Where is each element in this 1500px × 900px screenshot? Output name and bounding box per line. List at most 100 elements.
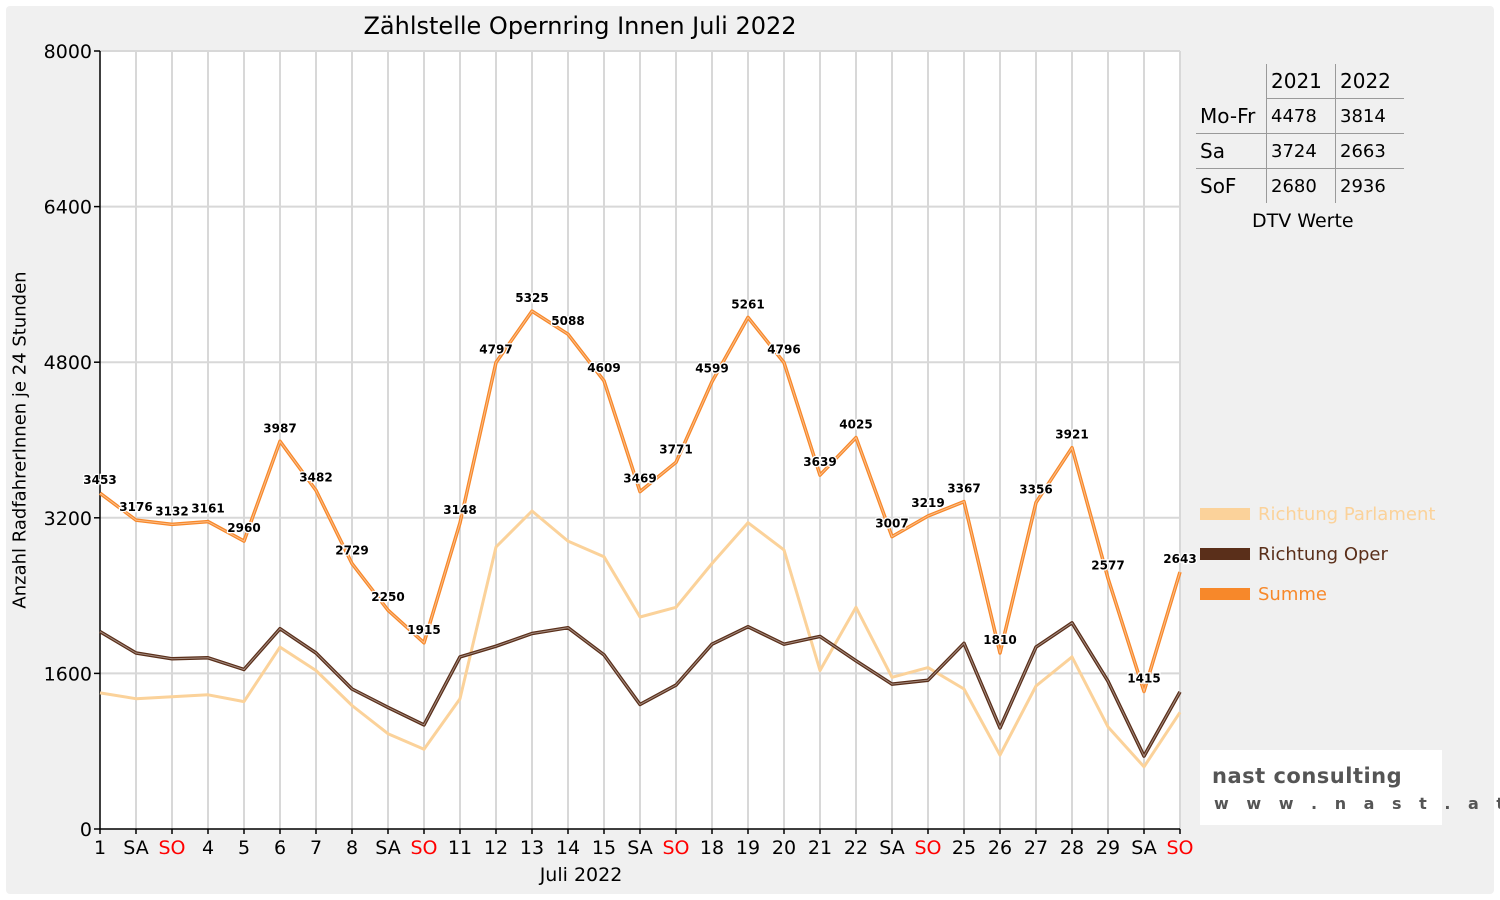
- x-tick-label: SO: [1166, 837, 1193, 859]
- legend-swatch: [1200, 508, 1250, 520]
- x-tick-label: 13: [520, 837, 544, 859]
- series-line-richtung-oper-highlight: [99, 622, 1181, 758]
- y-tick-label: 0: [80, 819, 92, 841]
- data-label: 3176: [119, 500, 152, 514]
- data-label: 5261: [731, 297, 764, 311]
- legend-label: Richtung Parlament: [1258, 503, 1436, 525]
- logo-name: nast consulting: [1212, 764, 1403, 788]
- x-tick-label: 4: [202, 837, 214, 859]
- legend-label: Summe: [1258, 583, 1327, 605]
- chart-title: Zählstelle Opernring Innen Juli 2022: [363, 12, 797, 40]
- data-label: 3007: [875, 517, 908, 531]
- data-label: 4609: [587, 361, 620, 375]
- y-tick-label: 3200: [44, 508, 92, 530]
- dtv-cell: 3814: [1335, 98, 1404, 134]
- data-label: 4025: [839, 418, 872, 432]
- legend-swatch: [1200, 588, 1250, 600]
- y-tick-label: 8000: [44, 41, 92, 63]
- data-label: 3639: [803, 455, 836, 469]
- dtv-col-2022: 2022: [1335, 64, 1404, 99]
- y-tick-label: 6400: [44, 197, 92, 219]
- dtv-cell: 4478: [1266, 98, 1336, 134]
- data-label: 3132: [155, 504, 188, 518]
- data-label: 3367: [947, 482, 980, 496]
- x-tick-label: 21: [808, 837, 832, 859]
- data-label: 1415: [1127, 671, 1160, 685]
- dtv-row-label: Sa: [1196, 133, 1267, 169]
- y-tick-label: 1600: [44, 663, 92, 685]
- series-line-richtung-oper: [99, 621, 1182, 758]
- dtv-caption: DTV Werte: [1252, 210, 1354, 232]
- x-tick-label: 19: [736, 837, 760, 859]
- x-tick-label: 29: [1096, 837, 1120, 859]
- x-tick-label: 20: [772, 837, 796, 859]
- x-tick-label: 27: [1024, 837, 1048, 859]
- dtv-corner: [1196, 64, 1267, 99]
- data-label: 1810: [983, 633, 1016, 647]
- x-tick-label: 6: [274, 837, 286, 859]
- x-tick-label: SO: [662, 837, 689, 859]
- x-tick-label: 15: [592, 837, 616, 859]
- dtv-cell: 3724: [1266, 133, 1336, 169]
- data-label: 3482: [299, 470, 332, 484]
- series-line-summe-highlight: [99, 310, 1181, 694]
- dtv-cell: 2680: [1266, 168, 1336, 203]
- data-label: 1915: [407, 623, 440, 637]
- data-label: 5325: [515, 291, 548, 305]
- x-tick-label: SA: [375, 837, 400, 859]
- legend-label: Richtung Oper: [1258, 543, 1388, 565]
- x-tick-label: SA: [879, 837, 904, 859]
- x-tick-label: 18: [700, 837, 724, 859]
- data-label: 2250: [371, 590, 404, 604]
- legend-item-oper: Richtung Oper: [1200, 534, 1435, 574]
- data-label: 4796: [767, 343, 800, 357]
- dtv-cell: 2936: [1335, 168, 1404, 203]
- logo-url: w w w . n a s t . a t: [1214, 794, 1500, 813]
- x-tick-label: SO: [158, 837, 185, 859]
- data-label: 2729: [335, 544, 368, 558]
- x-tick-label: SA: [123, 837, 148, 859]
- data-label: 3219: [911, 496, 944, 510]
- dtv-col-2021: 2021: [1266, 64, 1336, 99]
- series-line-summe: [98, 309, 1182, 694]
- x-tick-label: 1: [94, 837, 106, 859]
- x-tick-label: 7: [310, 837, 322, 859]
- data-label: 5088: [551, 314, 584, 328]
- data-label: 2960: [227, 521, 260, 535]
- dtv-cell: 2663: [1335, 133, 1404, 169]
- x-tick-label: SA: [1131, 837, 1156, 859]
- x-tick-label: 11: [448, 837, 472, 859]
- company-logo: nast consulting w w w . n a s t . a t: [1200, 750, 1500, 825]
- series-line-richtung-parlament: [99, 509, 1182, 769]
- data-label: 3987: [263, 421, 296, 435]
- x-tick-label: SA: [627, 837, 652, 859]
- legend: Richtung Parlament Richtung Oper Summe: [1200, 494, 1435, 614]
- x-tick-label: 14: [556, 837, 580, 859]
- y-axis-label: Anzahl RadfahrerInnen je 24 Stunden: [9, 271, 31, 609]
- x-tick-label: SO: [410, 837, 437, 859]
- dtv-table: 2021 2022 Mo-Fr 4478 3814 Sa 3724 2663 S…: [1196, 64, 1404, 203]
- x-tick-label: 8: [346, 837, 358, 859]
- x-tick-label: 12: [484, 837, 508, 859]
- x-tick-label: 22: [844, 837, 868, 859]
- data-label: 3148: [443, 503, 476, 517]
- data-label: 3161: [191, 502, 224, 516]
- x-tick-label: 25: [952, 837, 976, 859]
- data-label: 4797: [479, 342, 512, 356]
- data-label: 3771: [659, 442, 692, 456]
- dtv-row-label: SoF: [1200, 174, 1237, 198]
- x-tick-label: 28: [1060, 837, 1084, 859]
- y-tick-label: 4800: [44, 352, 92, 374]
- data-label: 3469: [623, 472, 656, 486]
- dtv-row-label: Mo-Fr: [1196, 98, 1267, 134]
- data-label: 4599: [695, 362, 728, 376]
- legend-swatch: [1200, 548, 1250, 560]
- data-label: 2643: [1163, 552, 1196, 566]
- data-label: 2577: [1091, 558, 1124, 572]
- legend-item-summe: Summe: [1200, 574, 1435, 614]
- x-axis-label: Juli 2022: [539, 864, 623, 886]
- data-label: 3453: [83, 473, 116, 487]
- x-tick-label: 5: [238, 837, 250, 859]
- data-label: 3356: [1019, 483, 1052, 497]
